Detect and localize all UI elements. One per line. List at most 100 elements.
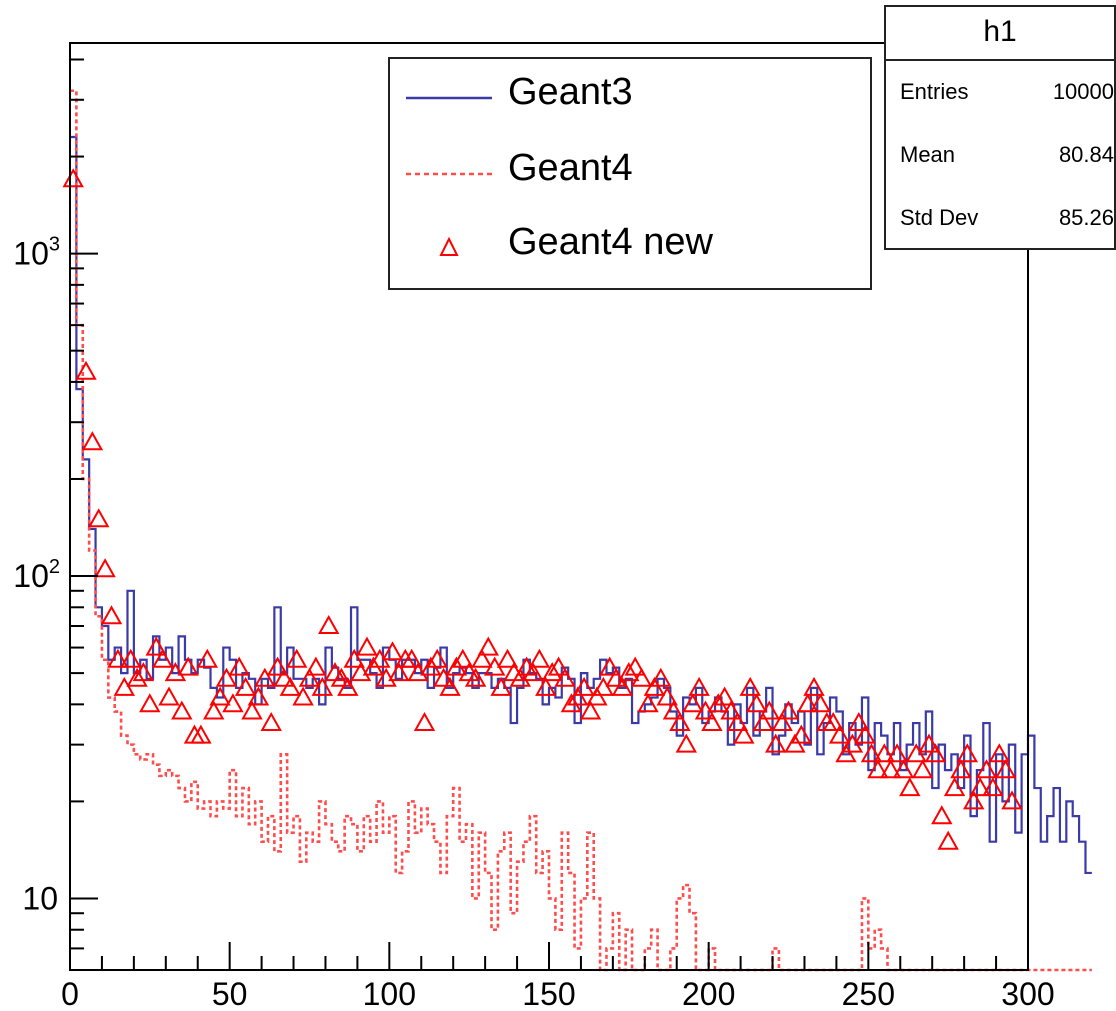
data-point (854, 724, 876, 744)
data-point (381, 641, 404, 661)
data-point (777, 700, 800, 720)
data-point (943, 777, 966, 797)
data-point (81, 431, 104, 451)
x-tick-label: 100 (363, 976, 416, 1011)
data-point (790, 724, 813, 744)
legend-label-geant3: Geant3 (508, 71, 633, 113)
data-point (1001, 790, 1023, 810)
x-tick-label: 200 (682, 976, 735, 1011)
data-point (579, 700, 602, 720)
data-point (158, 686, 180, 706)
data-point (452, 648, 474, 668)
data-point (317, 614, 340, 634)
solid-line-icon (406, 96, 492, 100)
data-point (94, 558, 116, 578)
data-point (541, 662, 563, 682)
data-point (298, 667, 321, 687)
data-point (713, 686, 736, 706)
legend-entry-geant4: Geant4 (390, 139, 870, 209)
legend-entry-geant4-new: Geant4 new (390, 213, 870, 283)
data-point (177, 656, 199, 676)
data-point (573, 676, 595, 696)
data-point (758, 700, 781, 720)
data-point (343, 648, 365, 668)
data-point (535, 676, 557, 696)
stats-value: 10000 (1052, 79, 1114, 104)
data-point (126, 667, 148, 687)
dashed-line-icon (406, 172, 492, 176)
data-point (145, 636, 167, 656)
series-geant4 (70, 89, 1092, 972)
data-point (426, 648, 448, 668)
stats-box: h1 Entries 10000 Mean 80.84 Std Dev 85.2… (884, 5, 1116, 250)
legend: Geant3 Geant4 Geant4 new (388, 57, 872, 290)
data-point (879, 759, 902, 779)
data-point (688, 676, 710, 696)
x-tick-label: 150 (522, 976, 575, 1011)
data-point (228, 656, 250, 676)
x-tick-label: 0 (61, 976, 79, 1011)
data-point (547, 656, 570, 676)
data-point (752, 711, 774, 731)
legend-label-geant4: Geant4 (508, 147, 633, 189)
data-point (739, 676, 761, 696)
data-point (202, 700, 225, 720)
data-point (464, 667, 487, 687)
data-point (234, 676, 257, 696)
data-point (209, 686, 231, 706)
data-point (637, 693, 659, 713)
legend-entry-geant3: Geant3 (390, 63, 870, 133)
data-point (592, 676, 615, 696)
data-point (139, 693, 161, 713)
x-tick-label: 250 (842, 976, 895, 1011)
data-point (860, 743, 883, 763)
data-point (931, 805, 953, 825)
data-point (701, 711, 723, 731)
stats-key: Std Dev (900, 205, 979, 230)
data-point (132, 662, 155, 682)
data-point (611, 676, 634, 696)
data-point (835, 743, 857, 763)
data-point (247, 686, 270, 706)
data-point (356, 636, 378, 656)
data-point (803, 676, 825, 696)
data-point (681, 693, 704, 713)
data-point (337, 676, 359, 696)
y-tick-label: 10 (22, 880, 58, 916)
stats-value: 85.26 (1058, 205, 1114, 230)
x-tick-label: 300 (1001, 976, 1054, 1011)
series-line (70, 135, 1092, 875)
series-line (70, 89, 1092, 972)
data-point (75, 360, 97, 380)
data-point (618, 662, 640, 682)
data-point (273, 667, 295, 687)
data-point (733, 724, 755, 744)
x-tick-label: 50 (212, 976, 248, 1011)
data-point (937, 830, 959, 850)
data-point (892, 759, 915, 779)
data-point (950, 759, 972, 779)
data-point (988, 743, 1011, 763)
data-point (899, 777, 921, 797)
data-point (720, 700, 742, 720)
data-point (624, 656, 646, 676)
data-point (119, 648, 142, 668)
data-point (586, 686, 608, 706)
data-point (643, 676, 666, 696)
data-point (260, 711, 282, 731)
data-point (956, 743, 979, 763)
data-point (675, 733, 698, 753)
data-point (764, 733, 787, 753)
data-point (962, 790, 985, 810)
triangle-marker-icon (439, 236, 459, 256)
data-point (707, 693, 729, 713)
data-point (969, 777, 991, 797)
data-point (905, 743, 927, 763)
data-point (190, 724, 212, 744)
data-point (439, 676, 461, 696)
data-point (215, 667, 238, 687)
data-point (924, 743, 947, 763)
data-point (292, 686, 314, 706)
data-point (598, 656, 621, 676)
data-point (107, 648, 129, 668)
